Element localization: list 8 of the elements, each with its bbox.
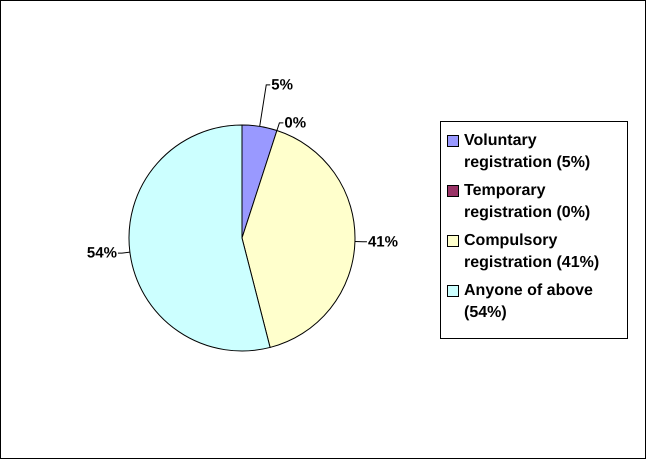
legend-label: Voluntary registration (5%) [464, 130, 592, 172]
data-label: 54% [86, 244, 117, 262]
legend-label: Anyone of above (54%) [464, 280, 594, 322]
text: 0% [284, 114, 306, 132]
legend-label: Compulsory registration (41%) [464, 230, 600, 272]
data-label: 41% [368, 233, 398, 250]
data-label: 5% [271, 76, 293, 94]
legend-label: Temporary registration (0%) [464, 180, 592, 222]
